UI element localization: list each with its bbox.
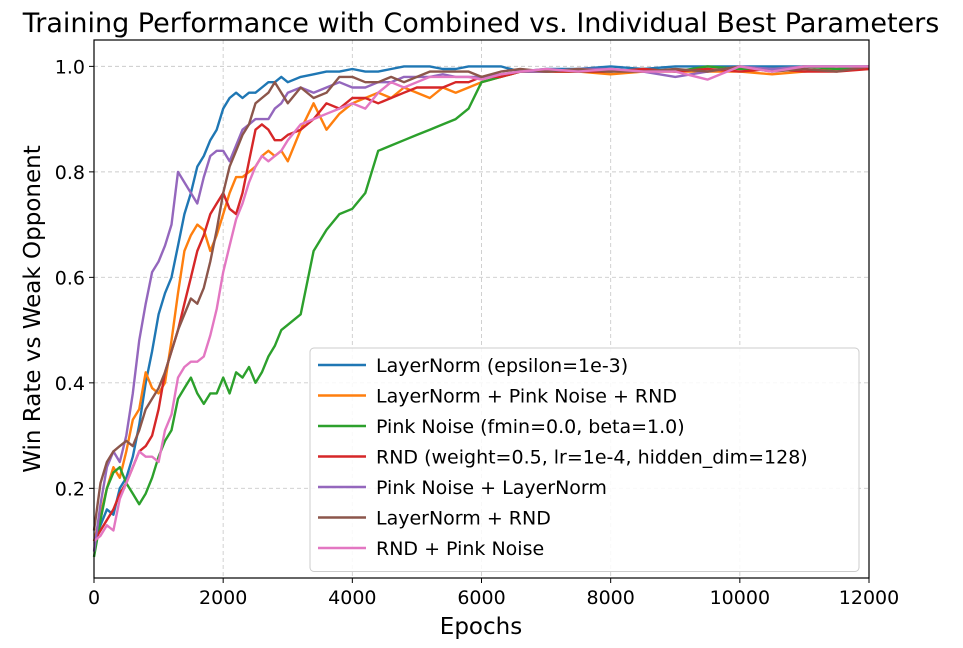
legend-label: LayerNorm (epsilon=1e-3) [376,355,628,377]
legend-label: Pink Noise (fmin=0.0, beta=1.0) [376,416,685,438]
y-tick-label: 0.6 [55,267,85,289]
x-tick-label: 10000 [710,587,770,609]
series-lines [92,65,870,558]
x-tick-label: 12000 [839,587,899,609]
x-tick-label: 4000 [328,587,376,609]
legend-label: RND (weight=0.5, lr=1e-4, hidden_dim=128… [376,447,808,469]
y-tick-label: 0.8 [55,162,85,184]
x-tick-label: 6000 [457,587,505,609]
legend-label: LayerNorm + RND [376,508,551,530]
series-line-7 [93,65,869,543]
x-tick-label: 2000 [199,587,247,609]
axis-ticks: 0 2000 4000 6000 8000 10000 12000 0.2 0.4 0.6 0.8 1… [55,56,899,609]
legend-box [309,347,860,572]
x-tick-label: 0 [88,587,100,609]
y-tick-label: 0.2 [55,478,85,500]
x-tick-label: 8000 [586,587,634,609]
y-axis-label: Win Rate vs Weak Opponent [20,145,46,472]
legend: LayerNorm (epsilon=1e-3) LayerNorm + Pink… [309,347,860,572]
legend-label: LayerNorm + Pink Noise + RND [376,386,677,408]
x-axis-label: Epochs [440,614,522,640]
y-tick-label: 0.4 [55,373,85,395]
legend-label: RND + Pink Noise [376,538,544,560]
chart-title: Training Performance with Combined vs. I… [22,8,940,39]
legend-label: Pink Noise + LayerNorm [376,477,607,499]
y-tick-label: 1.0 [55,56,85,78]
